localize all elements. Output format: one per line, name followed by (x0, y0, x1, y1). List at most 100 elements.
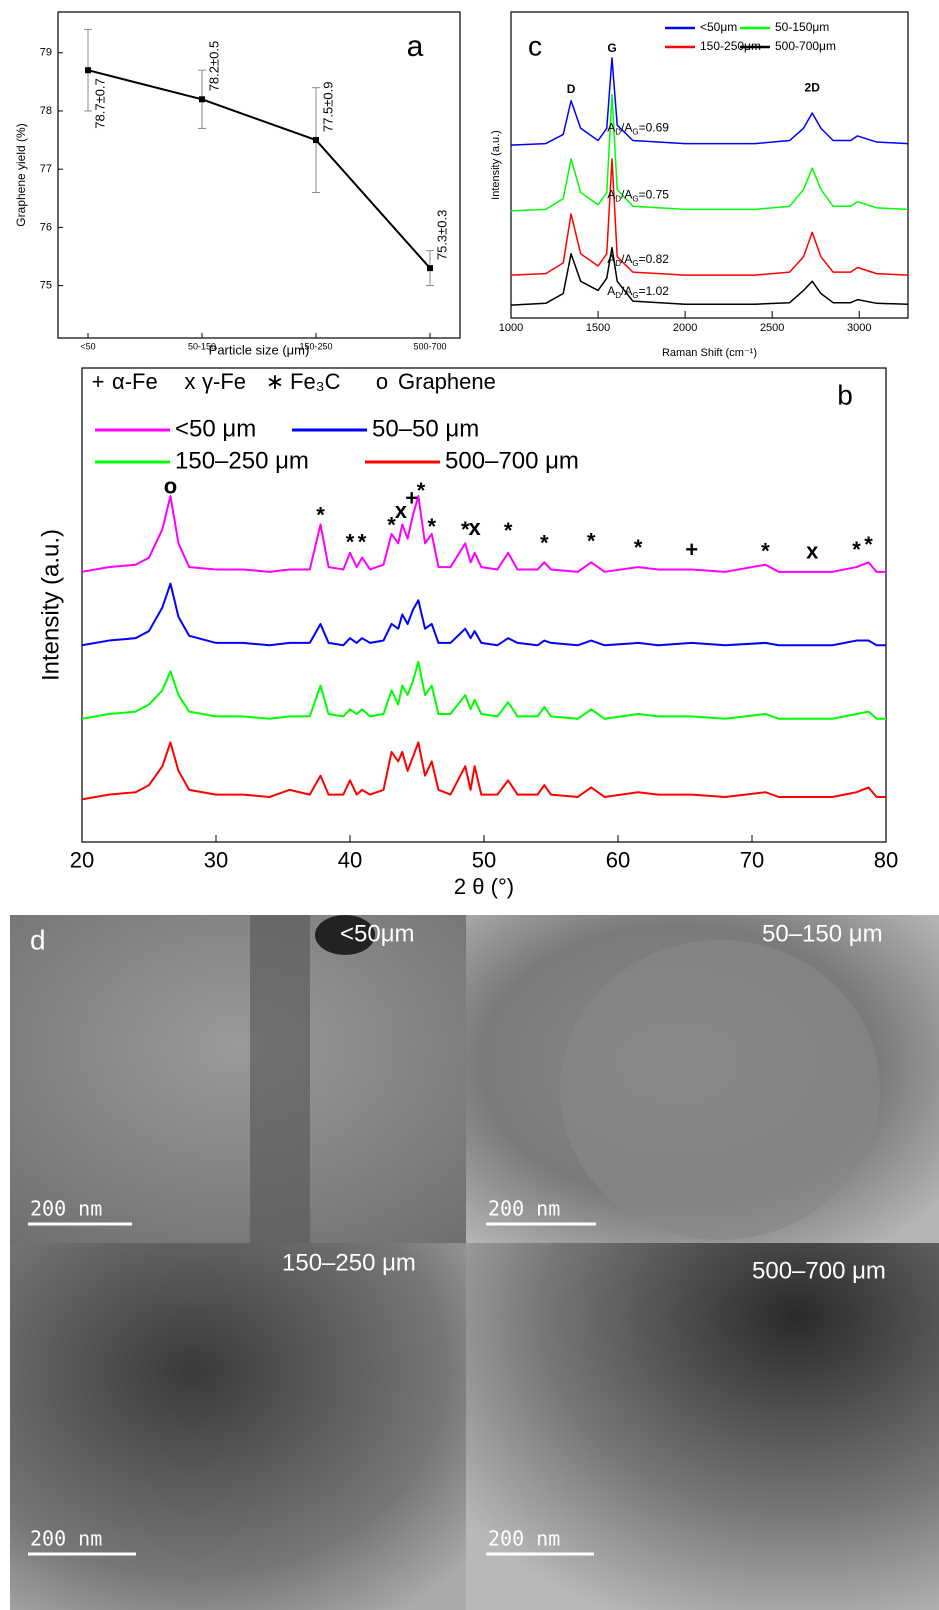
peak-annotation: * (504, 518, 513, 543)
x-tick-label: 500-700 (413, 341, 446, 351)
scale-bar-label: 200 nm (488, 1527, 560, 1551)
peak-annotation: x (468, 515, 481, 540)
x-axis-label: 2 θ (°) (454, 874, 514, 899)
series-line (510, 246, 909, 306)
ratio-part: G (632, 291, 638, 300)
tem-feature (315, 915, 375, 955)
peak-annotation: * (761, 539, 770, 564)
legend-label: 50–50 μm (372, 415, 479, 442)
y-tick-label: 76 (40, 221, 52, 233)
ratio-part: D (615, 291, 621, 300)
y-tick-label: 78 (40, 105, 52, 117)
plot-frame (510, 11, 909, 319)
tem-image (10, 915, 466, 1243)
legend-label: <50μm (700, 20, 737, 34)
series-line (87, 69, 431, 269)
peak-annotation: 2D (805, 81, 821, 95)
ratio-label: AD/AG=0.82 (607, 252, 669, 268)
peak-annotation: * (461, 517, 470, 542)
peak-annotation: * (864, 532, 873, 557)
x-tick-label: 2000 (673, 322, 697, 334)
image-label: 150–250 μm (282, 1249, 416, 1276)
x-tick-label: <50 (80, 341, 95, 351)
value-label: 78.7±0.7 (92, 78, 107, 129)
x-tick-label: 20 (70, 848, 94, 873)
legend-label: 500-700μm (775, 39, 836, 53)
phase-name: Graphene (398, 369, 496, 394)
plot-frame (57, 11, 461, 339)
y-tick-label: 79 (40, 47, 52, 59)
ratio-part: G (632, 195, 638, 204)
scale-bar-label: 200 nm (30, 1197, 102, 1221)
ratio-label: AD/AG=1.02 (607, 284, 669, 300)
x-tick-label: 2500 (760, 322, 784, 334)
series-line (81, 660, 886, 720)
phase-symbol: o (376, 369, 388, 394)
phase-name: Fe₃C (290, 369, 341, 394)
peak-annotation: x (395, 498, 408, 523)
panel-letter: d (30, 924, 46, 955)
x-axis-label: Raman Shift (cm⁻¹) (662, 347, 757, 359)
peak-annotation: * (358, 530, 367, 555)
point-marker (199, 96, 205, 103)
y-axis-label: Graphene yield (%) (14, 123, 28, 226)
phase-symbol: ∗ (266, 369, 284, 394)
value-label: 77.5±0.9 (320, 82, 335, 133)
peak-annotation: * (417, 478, 426, 503)
legend-label: 50-150μm (775, 20, 829, 34)
ratio-part: =0.69 (639, 120, 670, 134)
series-line (81, 494, 886, 573)
peak-annotation: * (634, 535, 643, 560)
tem-image (466, 1243, 939, 1610)
peak-annotation: + (685, 537, 698, 562)
peak-annotation: D (567, 82, 576, 96)
series-line (81, 741, 886, 801)
peak-annotation: * (346, 530, 355, 555)
series-line (510, 93, 909, 212)
y-tick-label: 75 (40, 280, 52, 292)
x-tick-label: 70 (740, 848, 764, 873)
peak-annotation: * (316, 503, 325, 528)
image-label: 500–700 μm (752, 1257, 886, 1284)
x-tick-label: 30 (204, 848, 228, 873)
panel-letter: a (407, 30, 424, 63)
tem-image (10, 1243, 466, 1610)
peak-annotation: G (607, 41, 616, 55)
y-axis-label: Intensity (a.u.) (490, 130, 502, 200)
legend-label: <50 μm (175, 415, 256, 442)
ratio-part: /A (621, 252, 632, 266)
x-tick-label: 1000 (499, 322, 523, 334)
series-line (510, 57, 909, 146)
ratio-part: A (607, 188, 615, 202)
phase-symbol: + (92, 369, 105, 394)
ratio-label: AD/AG=0.69 (607, 120, 669, 136)
peak-annotation: * (852, 537, 861, 562)
ratio-part: /A (621, 284, 632, 298)
phase-name: α-Fe (112, 369, 158, 394)
ratio-part: G (632, 259, 638, 268)
peak-annotation: x (806, 539, 819, 564)
series-line (510, 158, 909, 276)
point-marker (313, 137, 319, 144)
tem-images: d <50μm 50–150 μm 150–250 μm 500–700 μm … (10, 915, 939, 1610)
x-tick-label: 50 (472, 848, 496, 873)
point-marker (427, 265, 433, 272)
value-label: 75.3±0.3 (434, 210, 449, 261)
x-tick-label: 40 (338, 848, 362, 873)
x-tick-label: 3000 (847, 322, 871, 334)
ratio-part: D (615, 259, 621, 268)
ratio-part: D (615, 127, 621, 136)
image-label: <50μm (340, 920, 415, 947)
peak-annotation: * (387, 513, 396, 538)
x-tick-label: 50-150 (188, 341, 216, 351)
peak-annotation: * (540, 531, 549, 556)
tem-feature (560, 940, 880, 1240)
ratio-part: =0.75 (639, 188, 670, 202)
ratio-part: A (607, 284, 615, 298)
scale-bar-label: 200 nm (30, 1527, 102, 1551)
peak-annotation: o (164, 474, 177, 499)
scale-bar-label: 200 nm (488, 1197, 560, 1221)
panel-letter: c (528, 30, 542, 61)
ratio-label: AD/AG=0.75 (607, 188, 669, 204)
